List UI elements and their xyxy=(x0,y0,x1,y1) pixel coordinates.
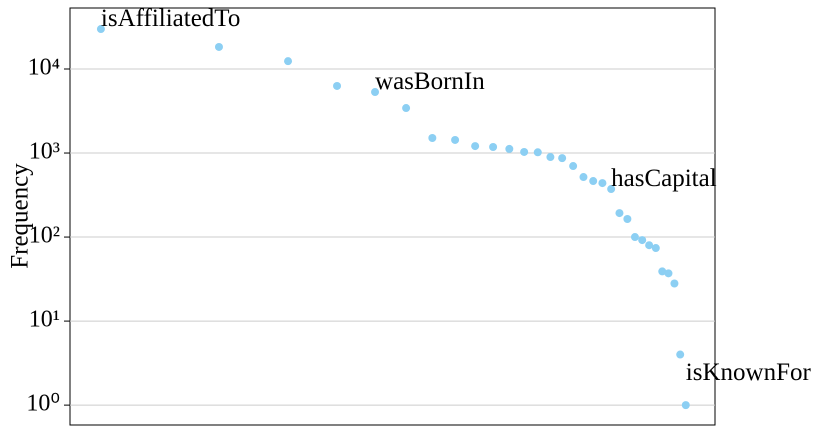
point xyxy=(214,42,223,51)
point xyxy=(615,209,624,218)
point xyxy=(505,144,514,153)
point xyxy=(676,350,685,359)
point xyxy=(428,133,437,142)
point xyxy=(651,244,660,253)
point xyxy=(598,179,607,188)
point xyxy=(371,88,380,97)
annotation: isAffiliatedTo xyxy=(101,5,240,32)
y-tick-label: 10⁴ xyxy=(28,54,60,80)
point xyxy=(658,267,667,276)
point xyxy=(630,233,639,242)
point xyxy=(546,153,555,162)
annotation: hasCapital xyxy=(611,165,717,192)
y-axis-label: Frequency xyxy=(7,163,34,269)
point xyxy=(670,279,679,288)
point xyxy=(471,142,480,151)
y-tick-label: 10¹ xyxy=(29,307,60,333)
point xyxy=(579,173,588,182)
point xyxy=(589,177,598,186)
point xyxy=(623,215,632,224)
point xyxy=(558,154,567,163)
annotation: isKnownFor xyxy=(686,359,812,386)
point xyxy=(333,81,342,90)
y-tick-label: 10² xyxy=(29,223,60,249)
plot-frame xyxy=(69,7,716,426)
annotation: wasBornIn xyxy=(375,68,485,95)
point xyxy=(569,162,578,171)
point xyxy=(645,241,654,250)
point xyxy=(664,269,673,278)
y-tick-label: 10⁰ xyxy=(26,391,60,417)
point xyxy=(402,104,411,113)
point xyxy=(451,135,460,144)
point xyxy=(533,148,542,157)
point xyxy=(638,236,647,245)
point xyxy=(607,185,616,194)
point xyxy=(284,57,293,66)
point xyxy=(96,25,105,34)
point xyxy=(489,142,498,151)
y-tick-label: 10³ xyxy=(29,139,60,165)
point xyxy=(520,147,529,156)
point xyxy=(681,401,690,410)
